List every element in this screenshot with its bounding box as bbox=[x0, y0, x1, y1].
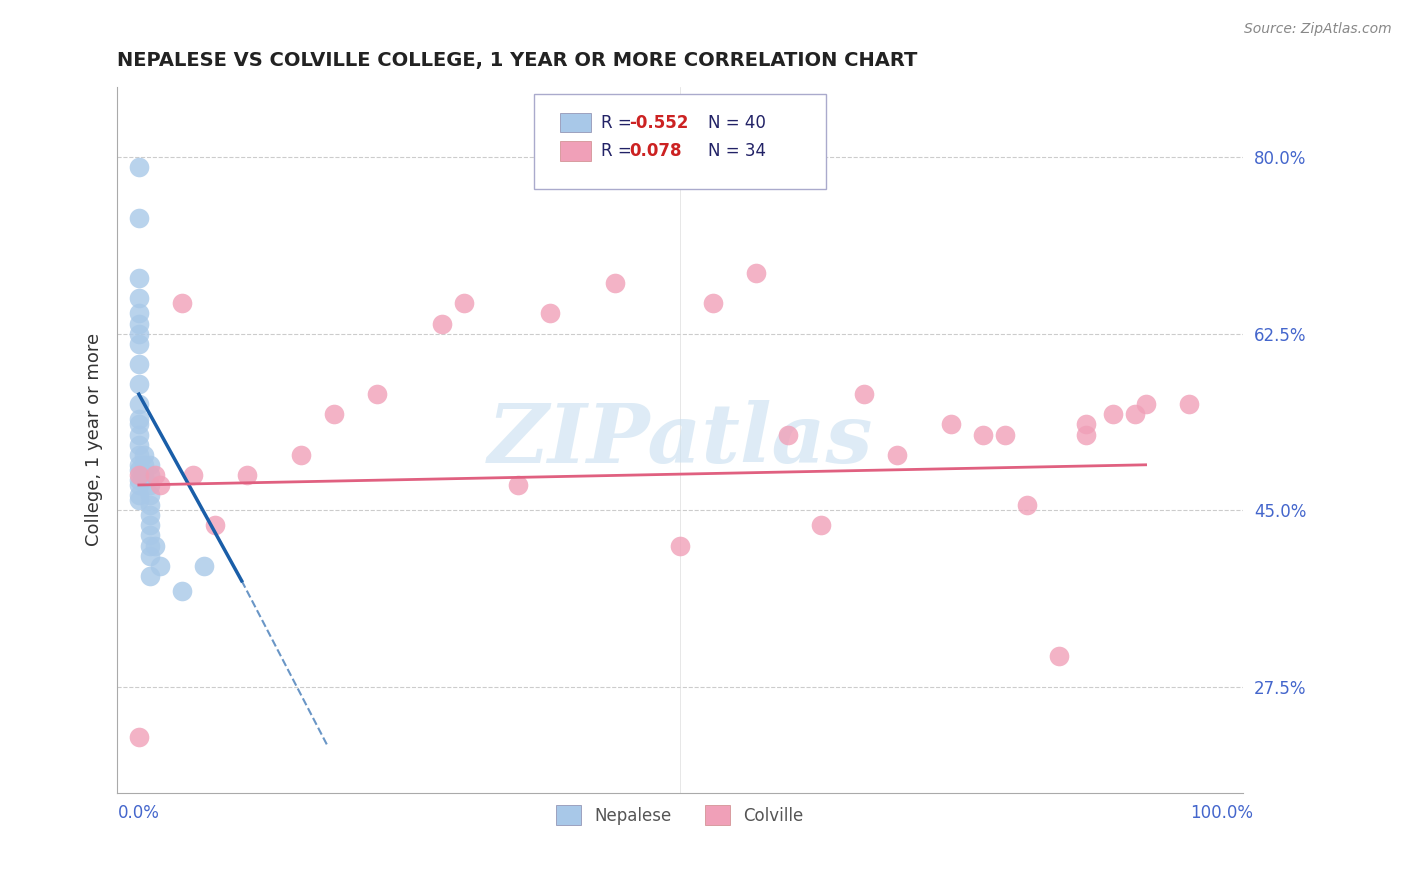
Point bbox=[972, 427, 994, 442]
Point bbox=[128, 326, 150, 341]
Text: Source: ZipAtlas.com: Source: ZipAtlas.com bbox=[1244, 22, 1392, 37]
Point bbox=[149, 558, 172, 573]
Point bbox=[810, 518, 832, 533]
Text: -0.552: -0.552 bbox=[630, 113, 689, 131]
Legend: Nepalese, Colville: Nepalese, Colville bbox=[548, 797, 813, 834]
Text: ZIPatlas: ZIPatlas bbox=[488, 400, 873, 480]
Point bbox=[128, 412, 150, 426]
Point bbox=[669, 539, 692, 553]
Point bbox=[128, 437, 150, 451]
FancyBboxPatch shape bbox=[560, 112, 591, 132]
Point bbox=[702, 296, 724, 310]
Point bbox=[538, 306, 561, 320]
Text: N = 40: N = 40 bbox=[709, 113, 766, 131]
Point bbox=[128, 336, 150, 351]
Point bbox=[138, 458, 160, 472]
Point bbox=[290, 448, 312, 462]
Point bbox=[430, 317, 453, 331]
Point bbox=[605, 277, 627, 291]
Point bbox=[128, 271, 150, 285]
Point bbox=[745, 266, 768, 280]
Point bbox=[128, 160, 150, 174]
Point bbox=[138, 488, 160, 502]
Text: NEPALESE VS COLVILLE COLLEGE, 1 YEAR OR MORE CORRELATION CHART: NEPALESE VS COLVILLE COLLEGE, 1 YEAR OR … bbox=[117, 51, 918, 70]
Point bbox=[236, 467, 259, 482]
Point bbox=[143, 539, 166, 553]
Point bbox=[181, 467, 204, 482]
Point bbox=[886, 448, 908, 462]
Point bbox=[172, 583, 194, 598]
FancyBboxPatch shape bbox=[560, 141, 591, 161]
Point bbox=[128, 463, 150, 477]
Point bbox=[939, 417, 962, 432]
Text: N = 34: N = 34 bbox=[709, 142, 766, 160]
Point bbox=[366, 387, 388, 401]
Point bbox=[138, 498, 160, 512]
Point bbox=[128, 417, 150, 432]
Point bbox=[453, 296, 475, 310]
Point bbox=[853, 387, 876, 401]
Point bbox=[1178, 397, 1201, 411]
Point bbox=[128, 458, 150, 472]
Point bbox=[138, 528, 160, 542]
Point bbox=[1135, 397, 1157, 411]
Point bbox=[1047, 649, 1070, 664]
Point bbox=[994, 427, 1017, 442]
Y-axis label: College, 1 year or more: College, 1 year or more bbox=[86, 333, 103, 546]
Point bbox=[138, 518, 160, 533]
Text: R =: R = bbox=[602, 142, 637, 160]
Point bbox=[138, 568, 160, 582]
Point bbox=[128, 448, 150, 462]
Text: R =: R = bbox=[602, 113, 637, 131]
Point bbox=[204, 518, 226, 533]
Point bbox=[506, 478, 529, 492]
Point bbox=[1074, 427, 1097, 442]
Point bbox=[1123, 408, 1146, 422]
Point bbox=[138, 508, 160, 523]
Point bbox=[143, 467, 166, 482]
Point bbox=[128, 488, 150, 502]
Point bbox=[778, 427, 800, 442]
Point bbox=[128, 493, 150, 508]
Point bbox=[134, 458, 156, 472]
Point bbox=[322, 408, 344, 422]
Point bbox=[128, 473, 150, 487]
Point bbox=[1074, 417, 1097, 432]
Point bbox=[138, 539, 160, 553]
Point bbox=[138, 549, 160, 563]
Point bbox=[128, 317, 150, 331]
Point bbox=[128, 211, 150, 225]
Point bbox=[128, 478, 150, 492]
Point bbox=[134, 467, 156, 482]
Point bbox=[128, 397, 150, 411]
Point bbox=[128, 467, 150, 482]
Point bbox=[134, 448, 156, 462]
Point bbox=[138, 478, 160, 492]
Point bbox=[172, 296, 194, 310]
Point bbox=[1102, 408, 1125, 422]
Point bbox=[149, 478, 172, 492]
Point bbox=[128, 730, 150, 744]
Point bbox=[128, 357, 150, 371]
Point bbox=[193, 558, 215, 573]
Text: 0.078: 0.078 bbox=[630, 142, 682, 160]
FancyBboxPatch shape bbox=[534, 94, 827, 189]
Point bbox=[128, 377, 150, 392]
Point bbox=[128, 291, 150, 305]
Point bbox=[138, 467, 160, 482]
Point bbox=[128, 427, 150, 442]
Point bbox=[128, 306, 150, 320]
Point bbox=[1015, 498, 1038, 512]
